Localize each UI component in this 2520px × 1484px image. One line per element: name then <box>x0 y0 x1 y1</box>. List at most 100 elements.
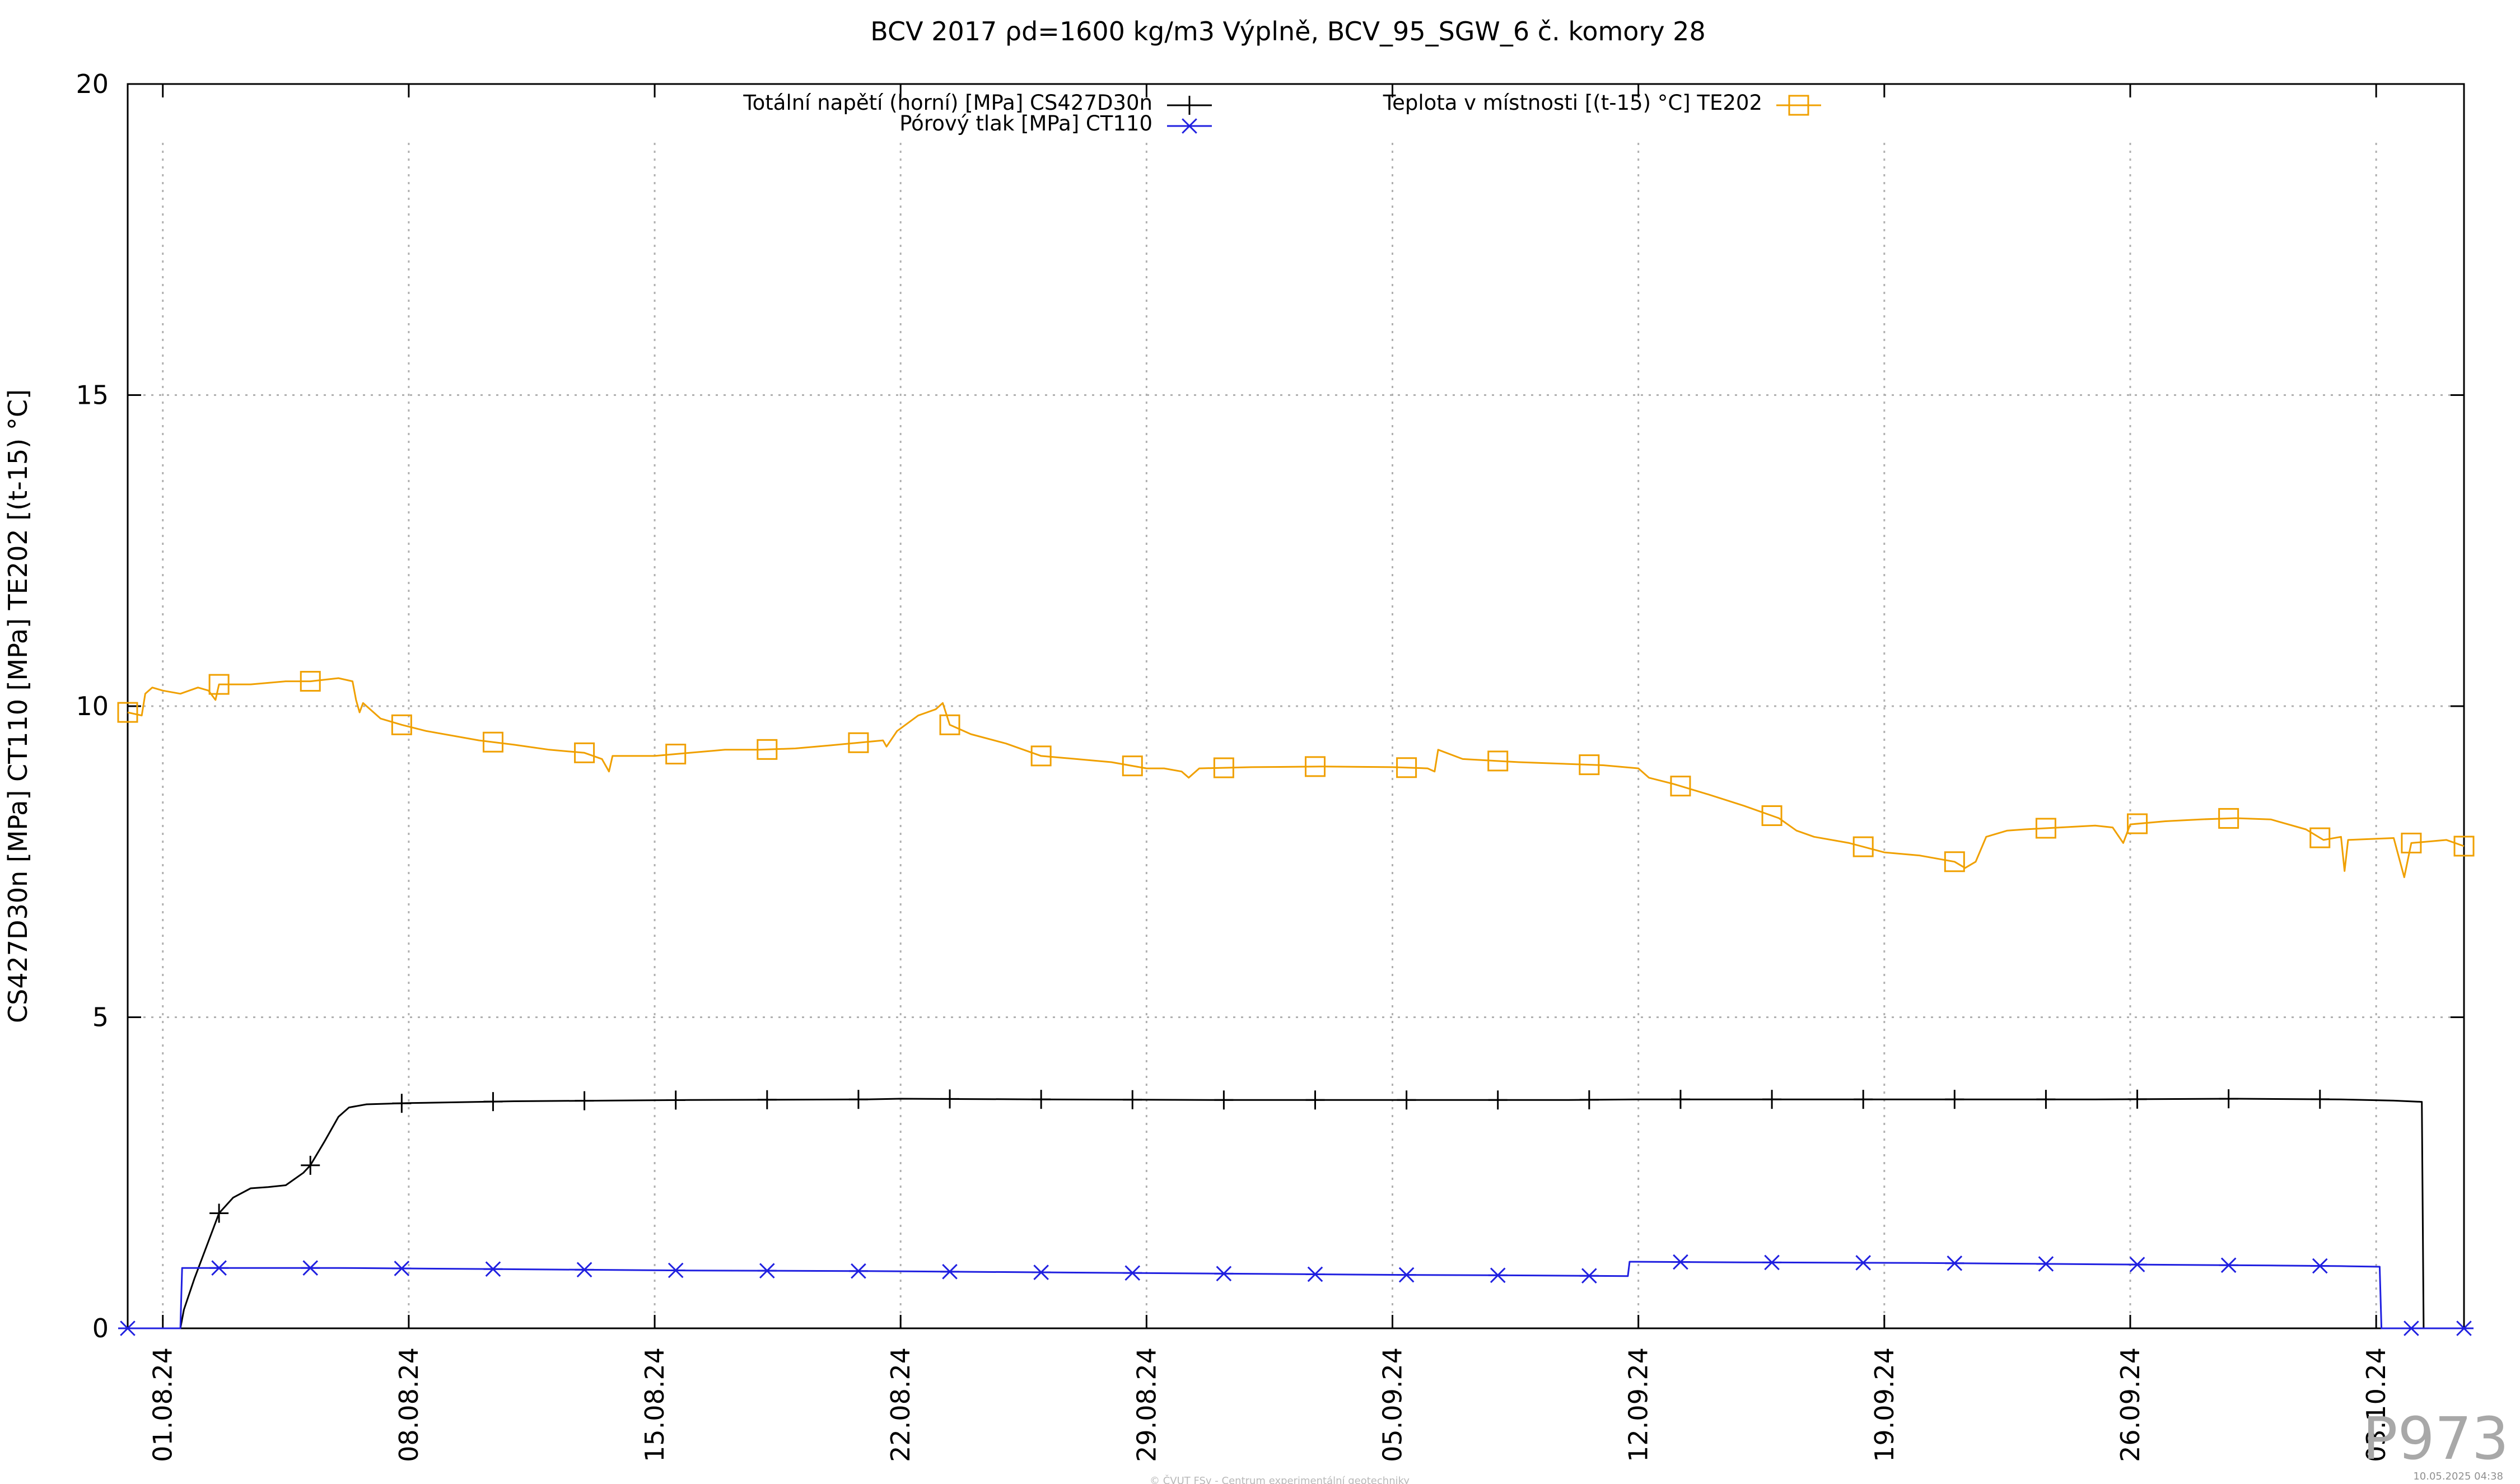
data-point <box>1579 754 1600 776</box>
data-point <box>1032 1264 1051 1280</box>
y-tick-label: 20 <box>76 69 109 99</box>
legend-label: Teplota v místnosti [(t-15) °C] TE202 <box>1383 91 1762 115</box>
data-point <box>1852 836 1874 857</box>
y-tick-label: 0 <box>92 1313 109 1343</box>
data-point <box>208 674 230 695</box>
y-axis-label: CS427D30n [MPa] CT110 [MPa] TE202 [(t-15… <box>3 389 33 1023</box>
legend-marker <box>1180 118 1199 134</box>
data-point <box>1762 1254 1782 1271</box>
series-3 <box>117 671 2475 878</box>
x-tick-label: 08.08.24 <box>394 1347 424 1462</box>
series-line <box>127 677 2465 878</box>
data-point <box>2219 1257 2238 1273</box>
x-tick-label: 01.08.24 <box>148 1347 178 1462</box>
data-point <box>939 714 960 735</box>
series-layer <box>117 671 2475 1336</box>
series-2 <box>118 1254 2474 1336</box>
series-line <box>128 1098 2464 1329</box>
data-point <box>940 1264 960 1280</box>
y-tick-label: 10 <box>76 691 109 721</box>
data-point <box>1488 1267 1508 1284</box>
data-point <box>1670 776 1691 797</box>
data-point <box>301 1260 320 1276</box>
data-point <box>209 1260 229 1276</box>
series-1 <box>128 1089 2464 1329</box>
x-tick-label: 19.09.24 <box>1869 1347 1900 1462</box>
data-point <box>1397 1267 1416 1283</box>
series-line <box>128 1261 2464 1329</box>
data-point <box>2127 1257 2147 1272</box>
data-point <box>666 1090 685 1110</box>
data-point <box>1670 1254 1690 1270</box>
footer-credit: © ČVUT FSv - Centrum experimentální geot… <box>1150 1474 1410 1484</box>
data-point <box>1944 851 1965 872</box>
data-point <box>1397 1090 1416 1110</box>
data-point <box>1579 1268 1599 1284</box>
footer-timestamp: 10.05.2025 04:38 <box>2413 1471 2503 1482</box>
data-point <box>2401 832 2422 853</box>
y-tick-label: 15 <box>76 380 109 410</box>
legend-marker <box>1788 95 1809 116</box>
data-point <box>940 1089 960 1109</box>
x-tick-label: 15.08.24 <box>640 1347 670 1462</box>
data-point <box>2127 1089 2147 1109</box>
legend-label: Pórový tlak [MPa] CT110 <box>899 111 1152 136</box>
data-point <box>391 714 412 735</box>
data-point <box>1579 1090 1599 1109</box>
data-point <box>575 1262 594 1278</box>
data-point <box>2035 818 2056 839</box>
data-point <box>483 1092 503 1112</box>
chart-title: BCV 2017 ρd=1600 kg/m3 Výplně, BCV_95_SG… <box>870 16 1705 46</box>
data-point <box>392 1094 412 1113</box>
data-point <box>2454 1320 2474 1336</box>
x-tick-label: 26.09.24 <box>2115 1347 2145 1462</box>
data-point <box>1032 1090 1051 1109</box>
legend-label: Totální napětí (horní) [MPa] CS427D30n <box>743 91 1152 115</box>
data-point <box>1945 1255 1964 1271</box>
data-point <box>1123 1090 1142 1109</box>
data-point <box>1854 1255 1873 1271</box>
data-point <box>665 744 687 765</box>
data-point <box>848 1090 868 1109</box>
data-point <box>1305 756 1326 777</box>
data-point <box>1122 755 1143 777</box>
legend: Totální napětí (horní) [MPa] CS427D30nPó… <box>743 91 1821 136</box>
grid <box>128 143 2464 1328</box>
y-tick-label: 5 <box>92 1002 109 1033</box>
data-point <box>209 1203 229 1223</box>
data-point <box>2036 1256 2056 1272</box>
data-point <box>2219 1089 2238 1109</box>
data-point <box>392 1261 412 1276</box>
data-point <box>1761 805 1782 827</box>
data-point <box>2309 827 2331 848</box>
data-point <box>1305 1266 1325 1282</box>
data-point <box>1030 745 1052 767</box>
data-point <box>757 1263 777 1278</box>
data-point <box>2127 813 2148 834</box>
data-point <box>2401 1320 2421 1336</box>
data-point <box>1305 1090 1325 1110</box>
data-point <box>1670 1090 1690 1109</box>
data-point <box>1488 1090 1508 1110</box>
data-point <box>1854 1090 1873 1109</box>
data-point <box>2218 808 2239 829</box>
data-point <box>2453 836 2475 857</box>
data-point <box>117 702 138 723</box>
data-point <box>1487 750 1509 772</box>
data-point <box>757 1090 777 1109</box>
data-point <box>575 1091 594 1110</box>
data-point <box>1214 1266 1234 1282</box>
x-tick-label: 29.08.24 <box>1131 1347 1161 1462</box>
data-point <box>574 742 595 763</box>
data-point <box>1214 1090 1234 1110</box>
x-tick-label: 12.09.24 <box>1623 1347 1654 1462</box>
data-point <box>1762 1090 1782 1109</box>
data-point <box>483 1261 503 1277</box>
x-tick-label: 05.09.24 <box>1378 1347 1408 1462</box>
data-point <box>2310 1258 2330 1274</box>
data-point <box>666 1262 685 1278</box>
data-point <box>301 1155 320 1175</box>
legend-entry: Totální napětí (horní) [MPa] CS427D30n <box>743 91 1212 115</box>
data-point <box>300 671 321 692</box>
data-point <box>1945 1090 1964 1109</box>
